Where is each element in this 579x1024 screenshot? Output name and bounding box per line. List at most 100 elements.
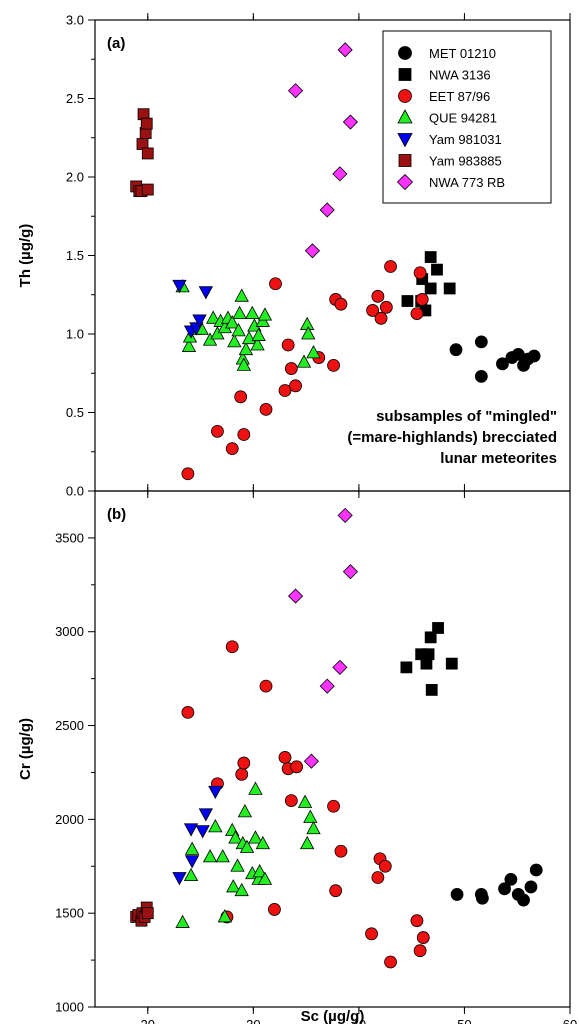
data-point: [259, 679, 273, 693]
data-point: [319, 678, 335, 694]
y-tick-label: 3000: [55, 624, 84, 639]
data-point: [475, 891, 489, 905]
data-point: [371, 289, 385, 303]
data-point: [415, 293, 429, 306]
data-point: [250, 337, 265, 351]
legend-marker: [396, 173, 414, 191]
data-point: [202, 849, 218, 863]
y-tick-label: 2500: [55, 718, 84, 733]
data-point: [287, 83, 304, 99]
data-point: [304, 243, 321, 259]
data-point: [235, 767, 249, 781]
data-point: [424, 631, 437, 644]
data-point: [424, 282, 437, 295]
legend-marker: [397, 109, 413, 124]
y-tick-label: 1.5: [66, 248, 84, 263]
y-axis-label: Cr (µg/g): [17, 718, 34, 780]
data-point: [498, 882, 511, 896]
data-point: [496, 357, 509, 371]
data-point: [424, 251, 437, 263]
data-point: [192, 314, 207, 328]
panel-label-a: (a): [107, 35, 125, 52]
data-point: [141, 907, 154, 920]
data-point: [301, 326, 316, 340]
data-point: [303, 753, 319, 769]
data-point: [365, 927, 378, 941]
data-point: [234, 288, 249, 302]
x-tick-label: 30: [246, 1017, 260, 1024]
data-point: [257, 307, 273, 321]
data-point: [281, 338, 295, 352]
series-yam-983885: [130, 108, 154, 198]
data-point: [378, 859, 392, 873]
data-point: [257, 871, 273, 885]
data-point: [474, 369, 488, 383]
data-point: [231, 323, 246, 337]
data-point: [327, 799, 340, 813]
data-point: [208, 819, 223, 833]
data-point: [342, 114, 359, 130]
data-point: [198, 808, 214, 822]
data-point: [371, 871, 385, 884]
data-point: [474, 335, 488, 349]
data-point: [234, 390, 248, 404]
data-point: [232, 305, 247, 319]
data-point: [140, 117, 153, 130]
data-point: [306, 345, 321, 359]
data-point: [342, 564, 359, 580]
series-nwa-3136: [400, 622, 458, 696]
data-point: [228, 830, 243, 844]
y-tick-label: 1500: [55, 906, 84, 921]
data-point: [527, 349, 541, 363]
data-point: [287, 588, 304, 604]
data-point: [374, 311, 388, 325]
data-point: [278, 751, 292, 764]
data-point: [289, 379, 302, 393]
series-nwa-773-rb: [287, 42, 359, 259]
y-tick-label: 1.0: [66, 327, 84, 342]
legend-item: NWA 3136: [398, 68, 491, 83]
data-point: [248, 781, 263, 795]
data-point: [184, 841, 200, 855]
series-eet-87-96: [181, 260, 429, 481]
data-point: [225, 315, 240, 329]
legend-marker: [398, 46, 412, 60]
data-point: [384, 260, 397, 273]
legend-marker: [397, 133, 413, 148]
data-point: [410, 307, 424, 320]
data-point: [284, 362, 298, 375]
data-point: [504, 873, 518, 886]
series-eet-87-96: [181, 640, 430, 969]
data-point: [517, 893, 530, 907]
legend-label: QUE 94281: [429, 111, 497, 126]
legend-label: Yam 981031: [429, 132, 502, 147]
data-point: [337, 42, 353, 58]
legend-item: EET 87/96: [398, 89, 490, 104]
data-point: [413, 944, 427, 958]
legend-item: MET 01210: [398, 46, 496, 61]
data-point: [450, 888, 464, 901]
data-point: [431, 263, 443, 276]
legend-label: NWA 3136: [429, 68, 491, 83]
data-point: [195, 825, 210, 839]
data-point: [327, 358, 340, 372]
series-yam-981031: [172, 279, 214, 339]
data-point: [172, 872, 187, 886]
data-point: [306, 820, 321, 835]
legend-marker: [398, 68, 412, 81]
annotation-line: (=mare-highlands) brecciated: [347, 429, 557, 446]
data-point: [297, 794, 313, 808]
data-point: [290, 760, 304, 774]
y-tick-label: 2000: [55, 812, 84, 827]
data-point: [334, 297, 348, 311]
data-point: [225, 640, 239, 654]
data-point: [284, 794, 298, 807]
data-point: [337, 507, 353, 523]
legend-item: NWA 773 RB: [396, 173, 505, 191]
y-tick-label: 0.0: [66, 484, 84, 499]
x-axis-label: Sc (µg/g): [301, 1008, 365, 1024]
data-point: [226, 879, 241, 893]
data-point: [248, 830, 263, 844]
data-point: [208, 785, 223, 800]
